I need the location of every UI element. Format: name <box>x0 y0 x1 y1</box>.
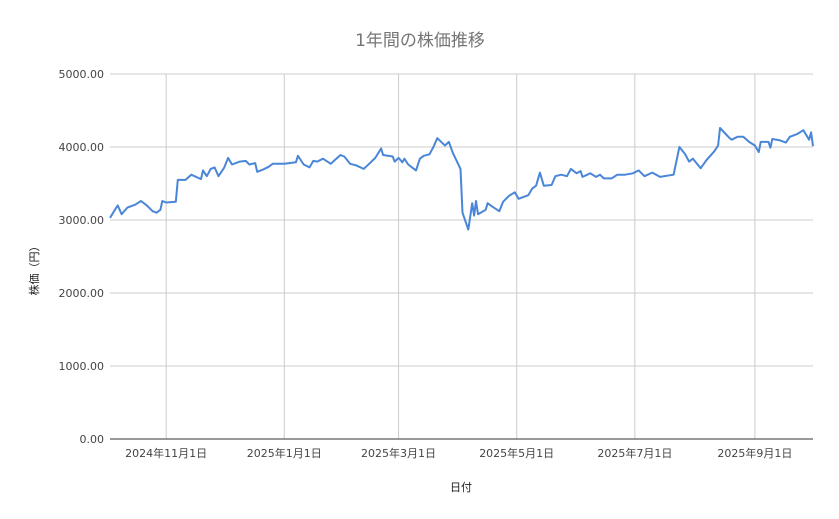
y-tick-label: 0.00 <box>80 433 105 446</box>
gridlines <box>110 73 813 439</box>
y-tick-label: 1000.00 <box>59 360 105 373</box>
x-tick-label: 2025年1月1日 <box>247 446 322 460</box>
x-tick-label: 2024年11月1日 <box>125 446 207 460</box>
y-tick-label: 4000.00 <box>59 141 105 154</box>
y-axis-ticks: 0.00 1000.00 2000.00 3000.00 4000.00 5000.00 <box>59 68 105 446</box>
y-tick-label: 3000.00 <box>59 214 105 227</box>
chart-title: 1年間の株価推移 <box>355 31 485 51</box>
x-axis-ticks: 2024年11月1日 2025年1月1日 2025年3月1日 2025年5月1日 202… <box>125 446 792 460</box>
x-tick-label: 2025年3月1日 <box>361 446 436 460</box>
y-tick-label: 2000.00 <box>59 287 105 300</box>
x-tick-label: 2025年7月1日 <box>597 446 672 460</box>
x-axis-label: 日付 <box>450 481 472 494</box>
y-axis-label: 株価（円） <box>27 241 41 296</box>
x-tick-label: 2025年5月1日 <box>479 446 554 460</box>
y-tick-label: 5000.00 <box>59 68 105 81</box>
series-line <box>109 127 814 231</box>
x-tick-label: 2025年9月1日 <box>717 446 792 460</box>
